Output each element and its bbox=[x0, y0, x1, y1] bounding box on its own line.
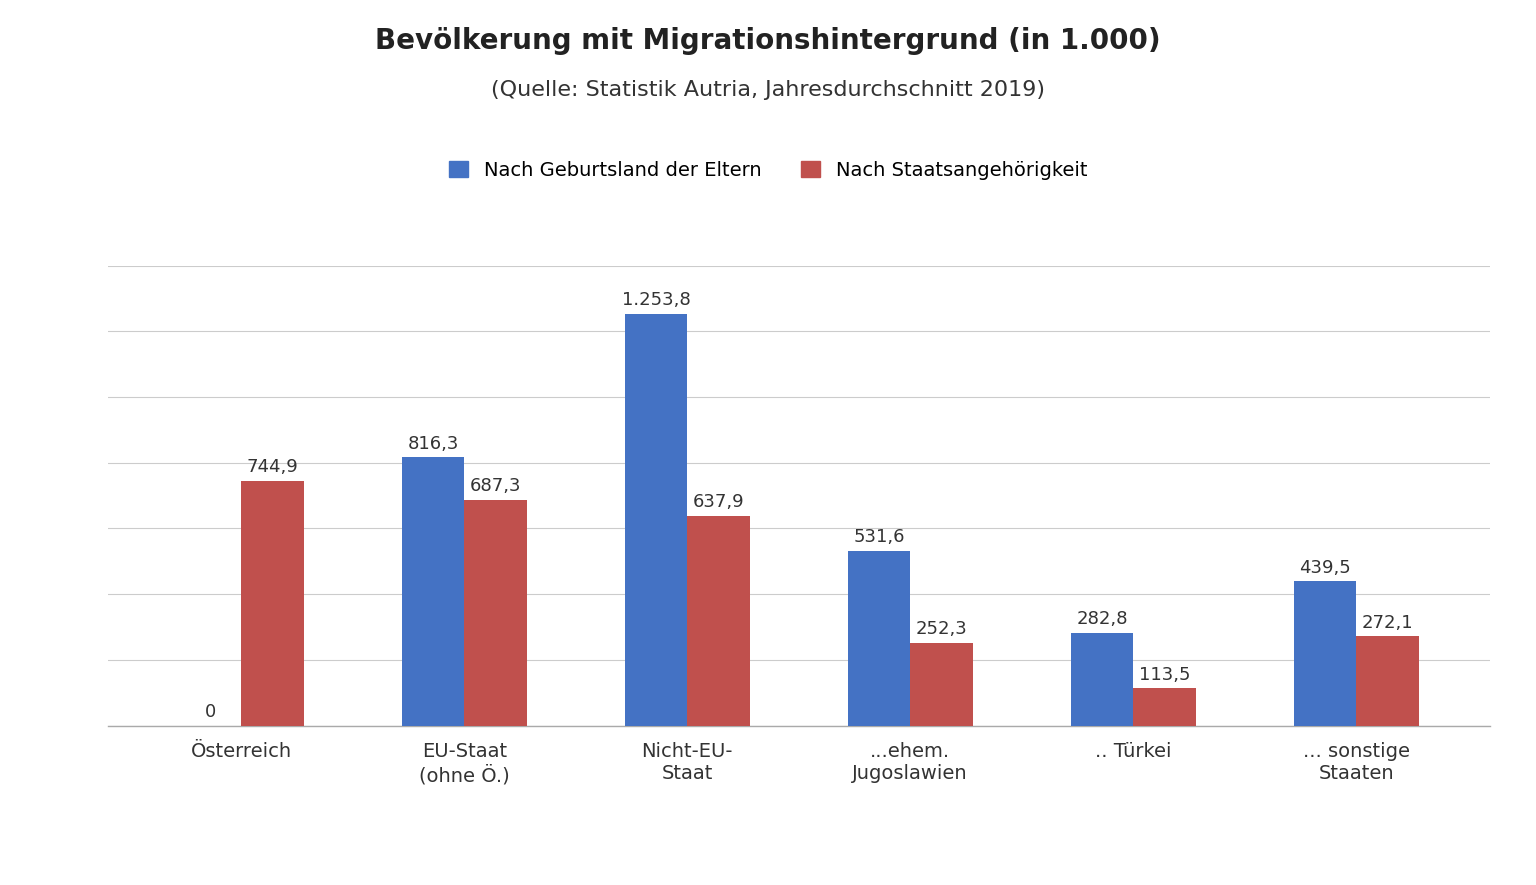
Bar bbox=[1356, 636, 1419, 726]
Text: 687,3: 687,3 bbox=[470, 477, 521, 496]
Bar bbox=[848, 551, 911, 726]
Bar bbox=[1293, 581, 1356, 726]
Bar bbox=[1134, 689, 1195, 726]
Text: 637,9: 637,9 bbox=[693, 494, 745, 512]
Text: 531,6: 531,6 bbox=[852, 528, 905, 546]
Text: 252,3: 252,3 bbox=[915, 620, 968, 638]
Bar bbox=[464, 500, 527, 726]
Text: 439,5: 439,5 bbox=[1299, 558, 1350, 577]
Text: 744,9: 744,9 bbox=[247, 458, 298, 476]
Text: 1.253,8: 1.253,8 bbox=[622, 291, 690, 309]
Bar bbox=[1071, 633, 1134, 726]
Legend: Nach Geburtsland der Eltern, Nach Staatsangehörigkeit: Nach Geburtsland der Eltern, Nach Staats… bbox=[439, 151, 1097, 189]
Bar bbox=[402, 458, 464, 726]
Text: 0: 0 bbox=[204, 703, 215, 721]
Text: 272,1: 272,1 bbox=[1361, 613, 1413, 632]
Text: Bevölkerung mit Migrationshintergrund (in 1.000): Bevölkerung mit Migrationshintergrund (i… bbox=[375, 27, 1161, 55]
Text: 113,5: 113,5 bbox=[1138, 666, 1190, 684]
Text: 816,3: 816,3 bbox=[407, 435, 459, 453]
Bar bbox=[625, 313, 687, 726]
Bar bbox=[911, 643, 972, 726]
Bar bbox=[687, 516, 750, 726]
Bar bbox=[241, 481, 304, 726]
Text: 282,8: 282,8 bbox=[1077, 610, 1127, 628]
Text: (Quelle: Statistik Autria, Jahresdurchschnitt 2019): (Quelle: Statistik Autria, Jahresdurchsc… bbox=[492, 80, 1044, 100]
